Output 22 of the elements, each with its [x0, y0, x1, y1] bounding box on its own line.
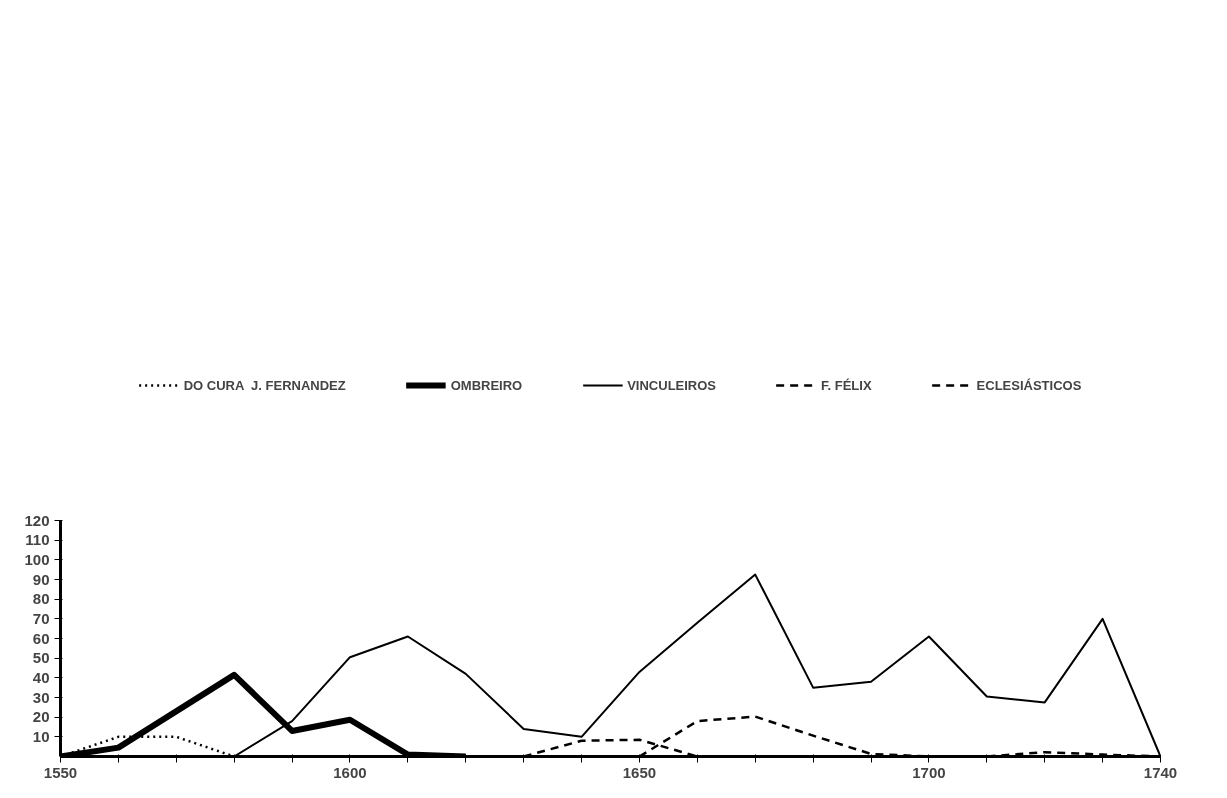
x-tick-label: 1700 — [912, 763, 946, 781]
y-tick-label: 110 — [25, 531, 50, 549]
legend-label: ECLESIÁSTICOS — [976, 377, 1082, 393]
x-tick-label: 1650 — [622, 763, 657, 781]
legend-label: F. FÉLIX — [821, 377, 872, 393]
y-tick-label: 60 — [32, 629, 50, 647]
y-tick-label: 30 — [32, 688, 50, 706]
legend-label: OMBREIRO — [450, 377, 523, 393]
y-tick-label: 90 — [32, 570, 50, 588]
y-tick-label: 100 — [24, 550, 50, 568]
y-tick-label: 70 — [32, 609, 50, 627]
legend-label: DO CURA J. FERNANDEZ — [183, 377, 346, 393]
y-tick-label: 50 — [32, 649, 50, 667]
y-tick-label: 120 — [24, 511, 50, 529]
y-tick-label: 40 — [32, 668, 50, 686]
y-tick-label: 10 — [32, 727, 50, 745]
x-tick-label: 1740 — [1143, 763, 1178, 781]
x-tick-label: 1600 — [333, 763, 367, 781]
legend-label: VINCULEIROS — [627, 377, 717, 393]
x-tick-label: 1550 — [43, 763, 78, 781]
y-tick-label: 80 — [32, 590, 50, 608]
y-tick-label: 20 — [32, 708, 50, 726]
